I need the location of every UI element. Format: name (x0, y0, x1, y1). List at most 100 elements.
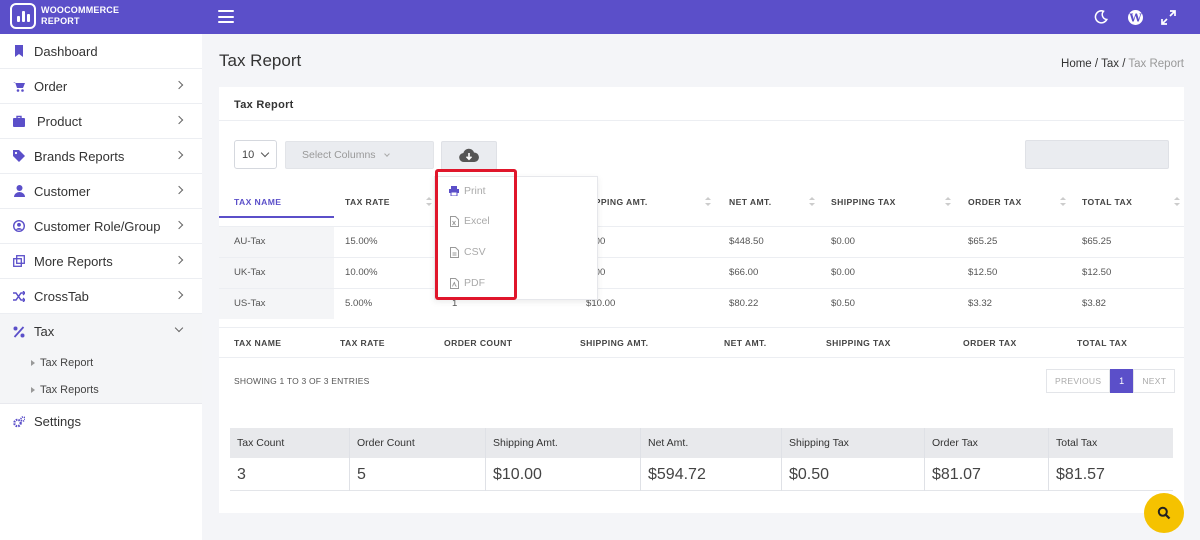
sidebar-item-brands-reports[interactable]: Brands Reports (0, 139, 202, 174)
th-order-tax[interactable]: ORDER TAX (968, 197, 1022, 207)
chevron-right-icon (174, 220, 184, 230)
chevron-right-icon (174, 150, 184, 160)
bag-icon (13, 115, 25, 127)
summary-col-net-amt: Net Amt. $594.72 (641, 428, 782, 491)
summary-col-order-tax: Order Tax $81.07 (925, 428, 1049, 491)
clone-icon (13, 255, 25, 267)
th-shipping-tax[interactable]: SHIPPING TAX (831, 197, 896, 207)
search-input[interactable] (1025, 140, 1169, 169)
table-row: UK-Tax 10.00% .00 $66.00 $0.00 $12.50 $1… (219, 257, 1184, 288)
breadcrumb-tax[interactable]: Tax (1101, 58, 1119, 70)
percent-icon (13, 325, 25, 338)
sidebar-item-order[interactable]: Order (0, 69, 202, 104)
th-total-tax[interactable]: TOTAL TAX (1082, 197, 1133, 207)
breadcrumb-home[interactable]: Home (1061, 58, 1092, 70)
sidebar-item-tax[interactable]: Tax (0, 314, 202, 349)
fullscreen-icon[interactable] (1159, 8, 1177, 26)
table-header-row: TAX NAME TAX RATE IPPING AMT. NET AMT. S… (219, 186, 1184, 218)
sidebar-item-label: Order (34, 78, 68, 94)
sort-icon[interactable] (426, 197, 432, 207)
cell-total-tax: $3.82 (1082, 298, 1107, 309)
summary-header: Shipping Amt. (486, 428, 640, 458)
sidebar-item-customer[interactable]: Customer (0, 174, 202, 209)
pagination-previous[interactable]: PREVIOUS (1046, 369, 1111, 393)
pagination-next[interactable]: NEXT (1133, 369, 1176, 393)
bookmark-icon (13, 45, 25, 57)
gears-icon (13, 415, 25, 428)
th-shipping-amt[interactable]: IPPING AMT. (592, 197, 648, 207)
breadcrumb-separator: / (1119, 58, 1129, 70)
pagination-page-1[interactable]: 1 (1110, 369, 1134, 393)
export-print[interactable]: Print (449, 185, 486, 197)
export-excel[interactable]: Excel (449, 215, 490, 227)
th-tax-rate[interactable]: TAX RATE (345, 197, 390, 207)
summary-col-shipping-amt: Shipping Amt. $10.00 (486, 428, 641, 491)
brand-logo[interactable]: WOOCOMMERCE REPORT (10, 3, 119, 29)
summary-header: Tax Count (230, 428, 349, 458)
table-footer-row: TAX NAME TAX RATE ORDER COUNT SHIPPING A… (219, 327, 1184, 358)
highlight-box (435, 169, 517, 300)
search-icon (1157, 506, 1171, 520)
sidebar-subitem-tax-report[interactable]: Tax Report (0, 349, 202, 376)
sort-icon[interactable] (1174, 197, 1180, 207)
summary-value: 5 (350, 458, 485, 491)
cell-shipping-amt: .00 (592, 236, 606, 247)
export-csv[interactable]: CSV (449, 246, 486, 258)
sidebar-item-customer-role-group[interactable]: Customer Role/Group (0, 209, 202, 244)
summary-header: Net Amt. (641, 428, 781, 458)
sidebar-item-crosstab[interactable]: CrossTab (0, 279, 202, 314)
select-columns-dropdown[interactable]: Select Columns (285, 141, 434, 169)
sidebar-item-label: Brands Reports (34, 148, 125, 164)
summary-table: Tax Count 3 Order Count 5 Shipping Amt. … (230, 428, 1173, 491)
cell-tax-rate: 10.00% (345, 267, 378, 278)
moon-icon[interactable] (1092, 8, 1110, 26)
search-fab-button[interactable] (1144, 493, 1184, 533)
cell-total-tax: $65.25 (1082, 236, 1112, 247)
sort-icon[interactable] (705, 197, 711, 207)
sidebar-subitem-tax-reports[interactable]: Tax Reports (0, 376, 202, 404)
export-pdf[interactable]: PDF (449, 277, 485, 289)
user-icon (13, 185, 25, 197)
sidebar-subitem-label: Tax Report (40, 356, 94, 369)
th-tax-name[interactable]: TAX NAME (234, 197, 282, 207)
sort-icon[interactable] (809, 197, 815, 207)
svg-text:W: W (1128, 11, 1142, 24)
download-button[interactable] (441, 141, 497, 170)
sidebar-item-label: More Reports (34, 253, 113, 269)
sidebar-item-product[interactable]: Product (0, 104, 202, 139)
brand-line-1: WOOCOMMERCE (41, 5, 120, 15)
summary-value: $594.72 (641, 458, 781, 491)
sidebar-item-more-reports[interactable]: More Reports (0, 244, 202, 279)
brand-line-2: REPORT (41, 16, 80, 26)
file-pdf-icon (449, 277, 459, 289)
card-divider (219, 120, 1184, 121)
summary-col-tax-count: Tax Count 3 (230, 428, 350, 491)
page-length-select[interactable]: 10 (234, 140, 277, 169)
sidebar-item-settings[interactable]: Settings (0, 404, 202, 439)
cell-shipping-amt: .00 (592, 267, 606, 278)
cell-order-count: 1 (452, 298, 458, 309)
select-columns-placeholder: Select Columns (302, 149, 376, 161)
cell-tax-rate: 5.00% (345, 298, 373, 309)
cell-order-tax: $12.50 (968, 267, 998, 278)
chevron-down-icon (260, 148, 270, 158)
sidebar-item-label: Dashboard (34, 43, 98, 59)
cell-order-tax: $3.32 (968, 298, 993, 309)
active-sort-underline (219, 216, 334, 218)
report-card: Tax Report 10 Select Columns TAX NAME TA… (219, 87, 1184, 513)
breadcrumb-separator: / (1091, 58, 1102, 70)
sidebar-item-label: Customer (34, 183, 91, 199)
sort-icon[interactable] (1060, 197, 1066, 207)
export-pdf-label: PDF (464, 277, 485, 289)
cell-net-amt: $448.50 (729, 236, 764, 247)
print-icon (449, 186, 459, 197)
cell-shipping-tax: $0.00 (831, 236, 856, 247)
sort-icon[interactable] (945, 197, 951, 207)
summary-value: $81.57 (1049, 458, 1173, 491)
wordpress-icon[interactable]: W (1126, 8, 1144, 26)
th-net-amt[interactable]: NET AMT. (729, 197, 772, 207)
menu-icon[interactable] (218, 10, 234, 23)
table-info: SHOWING 1 TO 3 OF 3 ENTRIES (234, 376, 370, 386)
cart-icon (13, 80, 25, 92)
sidebar-item-dashboard[interactable]: Dashboard (0, 34, 202, 69)
